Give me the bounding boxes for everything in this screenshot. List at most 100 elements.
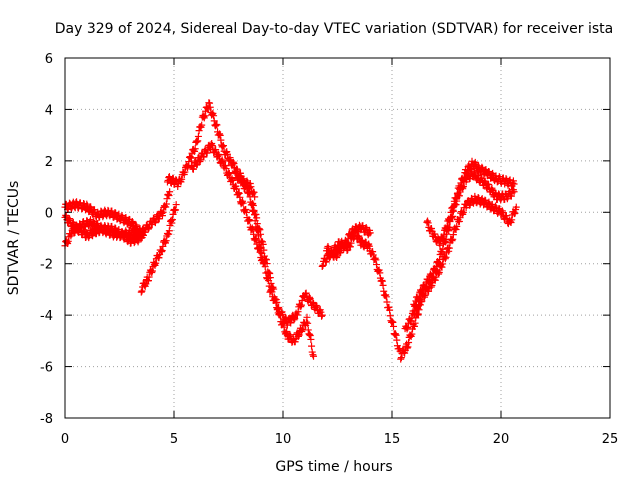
y-tick-label: -4: [40, 309, 53, 324]
data-point: [222, 165, 230, 173]
series-track: [248, 206, 326, 329]
y-axis-label: SDTVAR / TECUs: [6, 181, 22, 296]
x-tick-label: 0: [61, 432, 69, 447]
data-point: [139, 231, 147, 239]
data-point: [267, 287, 275, 295]
data-point: [172, 201, 180, 209]
data-point: [382, 293, 390, 301]
data-point: [443, 227, 450, 235]
data-point: [174, 183, 182, 191]
data-point: [134, 232, 142, 240]
x-tick-label: 5: [170, 432, 178, 447]
data-point: [417, 298, 425, 306]
data-point: [403, 325, 411, 333]
data-point: [286, 331, 294, 339]
data-point: [397, 355, 405, 363]
data-point: [245, 188, 253, 196]
data-point: [391, 330, 399, 338]
data-point: [297, 303, 305, 311]
data-point: [150, 260, 158, 268]
data-point: [212, 146, 220, 154]
data-point: [74, 203, 82, 211]
data-point: [357, 237, 365, 245]
data-point: [169, 210, 177, 218]
y-tick-label: -2: [40, 258, 53, 273]
data-point: [297, 326, 305, 334]
data-point: [498, 191, 506, 199]
data-point: [445, 247, 453, 255]
data-point: [463, 169, 471, 177]
data-point: [215, 151, 223, 159]
data-point: [194, 137, 202, 145]
data-point: [189, 165, 197, 173]
data-point: [449, 235, 457, 243]
data-point: [216, 130, 224, 138]
data-point: [428, 282, 436, 290]
data-point: [378, 277, 386, 285]
data-point: [258, 249, 266, 257]
series-track: [423, 157, 518, 249]
data-point: [246, 179, 254, 187]
data-point: [404, 343, 412, 351]
data-point: [410, 311, 418, 319]
data-point: [218, 157, 226, 165]
data-point: [388, 318, 396, 326]
data-point: [219, 158, 227, 166]
data-point: [485, 181, 493, 189]
data-point: [193, 138, 201, 146]
data-point: [243, 184, 251, 192]
data-point: [206, 99, 214, 107]
x-axis-label: GPS time / hours: [275, 459, 392, 475]
data-point: [212, 122, 220, 130]
data-point: [200, 153, 208, 161]
data-point: [89, 218, 97, 226]
data-point: [308, 342, 316, 350]
data-point: [440, 231, 448, 239]
data-point: [210, 112, 218, 120]
data-point: [191, 145, 199, 153]
data-point: [265, 277, 273, 285]
data-point: [306, 332, 314, 340]
data-point: [225, 169, 233, 177]
data-point: [236, 172, 244, 180]
data-point: [145, 273, 153, 281]
data-point: [309, 351, 317, 359]
data-point: [219, 142, 227, 150]
data-point: [441, 255, 449, 263]
data-point: [306, 295, 314, 303]
data-point: [294, 332, 302, 340]
data-point: [210, 117, 218, 125]
data-point: [295, 331, 303, 339]
data-point: [144, 225, 152, 233]
data-point: [238, 176, 246, 184]
data-point: [460, 176, 468, 184]
data-point: [508, 216, 516, 224]
data-point: [162, 203, 170, 211]
data-point: [390, 322, 398, 330]
data-point: [155, 215, 163, 223]
data-point: [365, 242, 373, 250]
data-point: [343, 247, 351, 255]
data-point: [145, 224, 153, 232]
data-point: [404, 324, 412, 332]
data-point: [218, 143, 226, 151]
data-point: [139, 231, 147, 239]
y-tick-label: 4: [45, 103, 53, 118]
data-point: [117, 213, 125, 221]
data-point: [148, 268, 156, 276]
data-point: [216, 131, 224, 139]
data-point: [435, 270, 443, 278]
data-point: [250, 210, 258, 218]
data-point: [158, 248, 166, 256]
series-track: [137, 201, 180, 296]
data-point: [213, 121, 221, 129]
data-point: [397, 354, 405, 362]
data-point: [207, 141, 215, 149]
data-point: [502, 212, 510, 220]
series-track: [323, 221, 374, 261]
data-point: [307, 335, 315, 343]
data-point: [410, 310, 418, 318]
chart-title: Day 329 of 2024, Sidereal Day-to-day VTE…: [55, 21, 613, 37]
data-point: [255, 239, 263, 247]
